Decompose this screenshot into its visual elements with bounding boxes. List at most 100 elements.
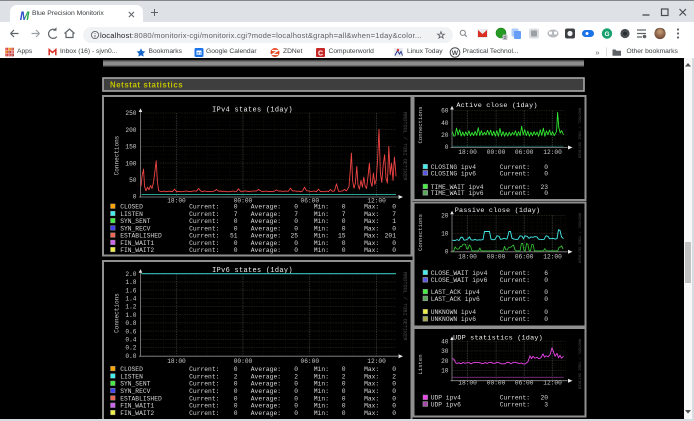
svg-text:0: 0	[342, 204, 346, 211]
svg-text:0: 0	[294, 247, 298, 254]
svg-text:LISTEN: LISTEN	[120, 211, 143, 218]
svg-text:0: 0	[544, 309, 548, 316]
svg-text:Current:: Current:	[500, 170, 530, 177]
svg-text:FIN_WAIT1: FIN_WAIT1	[120, 403, 154, 410]
svg-text:RRDTOOL / TOBI OETIKER: RRDTOOL / TOBI OETIKER	[402, 272, 408, 341]
svg-text:Max:: Max:	[364, 211, 379, 218]
svg-text:10: 10	[441, 368, 449, 375]
svg-text:0: 0	[544, 289, 548, 296]
svg-text:LISTEN: LISTEN	[120, 373, 143, 380]
svg-text:Current:: Current:	[500, 184, 530, 191]
svg-text:Average:: Average:	[251, 366, 281, 373]
svg-text:0.2: 0.2	[125, 345, 136, 352]
svg-text:1.6: 1.6	[125, 287, 136, 294]
svg-text:UDP statistics (1day): UDP statistics (1day)	[453, 334, 543, 342]
svg-text:Average:: Average:	[251, 373, 281, 380]
svg-text:Max:: Max:	[364, 373, 379, 380]
svg-text:18:00: 18:00	[167, 358, 186, 365]
svg-text:Average:: Average:	[251, 395, 281, 402]
svg-text:Min:: Min:	[314, 366, 329, 373]
svg-text:ESTABLISHED: ESTABLISHED	[120, 233, 162, 240]
svg-text:CLOSE_WAIT ipv4: CLOSE_WAIT ipv4	[431, 270, 488, 277]
svg-text:1.0: 1.0	[125, 312, 136, 319]
svg-text:18:00: 18:00	[458, 149, 477, 156]
svg-text:250: 250	[125, 110, 136, 117]
svg-text:Max:: Max:	[364, 395, 379, 402]
svg-text:0: 0	[234, 410, 238, 417]
svg-text:0.8: 0.8	[125, 320, 136, 327]
svg-text:0: 0	[392, 381, 396, 388]
svg-text:0: 0	[392, 403, 396, 410]
svg-text:Netstat statistics: Netstat statistics	[110, 81, 183, 90]
svg-text:C: C	[318, 50, 323, 57]
svg-text:Max:: Max:	[364, 204, 379, 211]
svg-text:18:00: 18:00	[458, 380, 477, 387]
svg-text:LAST_ACK ipv4: LAST_ACK ipv4	[431, 289, 480, 296]
svg-text:Current:: Current:	[189, 225, 219, 232]
svg-text:Current:: Current:	[500, 164, 530, 171]
svg-text:FIN_WAIT2: FIN_WAIT2	[120, 410, 154, 417]
svg-text:Current:: Current:	[189, 395, 219, 402]
svg-text:0: 0	[133, 194, 137, 201]
svg-text:Average:: Average:	[251, 388, 281, 395]
svg-text:20: 20	[540, 395, 548, 402]
svg-text:UNKNOWN ipv6: UNKNOWN ipv6	[431, 316, 477, 323]
svg-text:1: 1	[392, 218, 396, 225]
svg-text:6: 6	[544, 270, 548, 277]
svg-text:06:00: 06:00	[301, 197, 320, 204]
svg-text:51: 51	[230, 233, 238, 240]
svg-text:2: 2	[392, 373, 396, 380]
svg-text:1.8: 1.8	[125, 279, 136, 286]
svg-text:SYN_RECV: SYN_RECV	[120, 388, 150, 395]
svg-text:00:00: 00:00	[234, 358, 253, 365]
svg-text:23: 23	[540, 184, 548, 191]
svg-text:0: 0	[392, 247, 396, 254]
svg-text:3: 3	[544, 401, 548, 408]
svg-text:Current:: Current:	[500, 309, 530, 316]
svg-text:0.4: 0.4	[125, 337, 136, 344]
svg-text:0: 0	[392, 410, 396, 417]
svg-text:Current:: Current:	[500, 316, 530, 323]
svg-text:0: 0	[342, 410, 346, 417]
svg-text:Average:: Average:	[251, 218, 281, 225]
svg-text:100: 100	[125, 160, 136, 167]
svg-text:FIN_WAIT1: FIN_WAIT1	[120, 240, 154, 247]
svg-text:20: 20	[441, 213, 449, 220]
svg-text:Max:: Max:	[364, 225, 379, 232]
svg-text:201: 201	[385, 233, 397, 240]
svg-text:7: 7	[342, 211, 346, 218]
svg-text:0: 0	[392, 204, 396, 211]
svg-text:Current:: Current:	[500, 277, 530, 284]
svg-text:Connections: Connections	[417, 214, 424, 251]
svg-text:UDP ipv4: UDP ipv4	[431, 395, 461, 402]
svg-text:Min:: Min:	[314, 204, 329, 211]
svg-text:Min:: Min:	[314, 240, 329, 247]
svg-text:06:00: 06:00	[515, 149, 534, 156]
svg-text:0: 0	[294, 204, 298, 211]
svg-text:Max:: Max:	[364, 410, 379, 417]
svg-text:0: 0	[445, 144, 449, 151]
svg-text:40: 40	[441, 120, 449, 127]
svg-text:FIN_WAIT2: FIN_WAIT2	[120, 247, 154, 254]
svg-text:0: 0	[234, 240, 238, 247]
svg-text:Current:: Current:	[189, 204, 219, 211]
svg-text:20: 20	[441, 132, 449, 139]
svg-text:Average:: Average:	[251, 403, 281, 410]
svg-text:0: 0	[234, 395, 238, 402]
svg-text:12:00: 12:00	[543, 254, 562, 261]
svg-text:20: 20	[441, 358, 449, 365]
svg-text:18:00: 18:00	[167, 197, 186, 204]
svg-text:0: 0	[294, 388, 298, 395]
svg-text:0: 0	[392, 388, 396, 395]
svg-text:2: 2	[504, 35, 507, 40]
svg-text:Min:: Min:	[314, 388, 329, 395]
svg-text:7: 7	[294, 211, 298, 218]
svg-text:Max:: Max:	[364, 403, 379, 410]
svg-text:Average:: Average:	[251, 225, 281, 232]
svg-text:Current:: Current:	[189, 410, 219, 417]
svg-text:12:00: 12:00	[367, 197, 386, 204]
svg-text:Average:: Average:	[251, 247, 281, 254]
svg-text:7: 7	[392, 211, 396, 218]
svg-text:Min:: Min:	[314, 410, 329, 417]
svg-text:CLOSING ipv4: CLOSING ipv4	[431, 164, 477, 171]
